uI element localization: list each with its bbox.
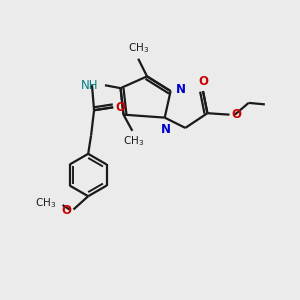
Text: O: O: [116, 101, 126, 114]
Text: NH: NH: [81, 79, 98, 92]
Text: CH$_3$: CH$_3$: [34, 197, 56, 211]
Text: O: O: [198, 75, 208, 88]
Text: O: O: [61, 204, 71, 217]
Text: N: N: [176, 83, 186, 96]
Text: CH$_3$: CH$_3$: [128, 41, 149, 55]
Text: CH$_3$: CH$_3$: [123, 134, 144, 148]
Text: O: O: [232, 108, 242, 121]
Text: N: N: [161, 123, 171, 136]
